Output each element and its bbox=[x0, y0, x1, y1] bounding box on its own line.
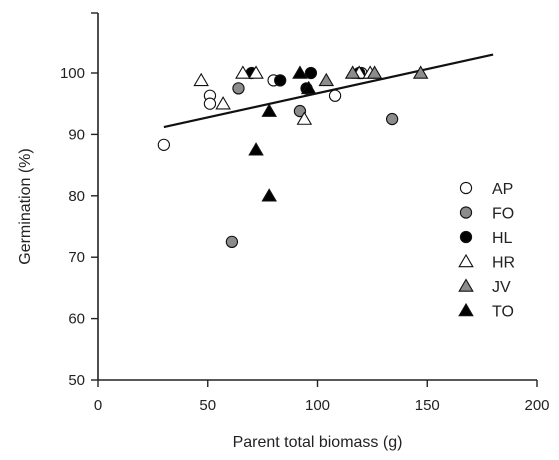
legend-label-ap: AP bbox=[492, 181, 513, 198]
data-points bbox=[157, 65, 429, 248]
data-point-ap bbox=[203, 97, 217, 110]
legend-label-hr: HR bbox=[492, 255, 515, 272]
x-tick-label: 0 bbox=[94, 397, 102, 414]
data-point-hr bbox=[193, 72, 209, 87]
axes: 50 60 70 80 90 100 0 50 100 150 200 bbox=[60, 12, 550, 414]
y-tick-label: 80 bbox=[68, 188, 85, 205]
legend-marker-jv bbox=[458, 278, 474, 292]
data-point-jv bbox=[318, 72, 335, 87]
data-point-fo bbox=[232, 82, 245, 95]
x-tick-label: 200 bbox=[524, 397, 549, 414]
legend-marker-hl bbox=[459, 230, 473, 244]
legend-label-jv: JV bbox=[492, 279, 511, 296]
trendline-group bbox=[163, 53, 494, 129]
data-point-to bbox=[261, 188, 277, 202]
data-point-hl bbox=[274, 74, 287, 87]
data-point-to bbox=[292, 65, 308, 79]
data-point-hr bbox=[215, 96, 231, 110]
data-point-to bbox=[300, 80, 317, 95]
legend: AP FO HL HR JV TO bbox=[458, 181, 515, 321]
y-axis-label: Germination (%) bbox=[17, 148, 34, 264]
data-point-ap bbox=[328, 89, 342, 102]
data-point-hr bbox=[235, 65, 251, 79]
data-point-fo bbox=[385, 112, 399, 126]
data-point-jv bbox=[412, 65, 429, 79]
legend-label-hl: HL bbox=[492, 230, 513, 247]
legend-marker-fo bbox=[459, 206, 473, 219]
data-point-fo bbox=[293, 104, 307, 118]
legend-label-to: TO bbox=[492, 304, 514, 321]
legend-marker-to bbox=[458, 302, 474, 317]
y-tick-label: 90 bbox=[68, 126, 85, 143]
data-point-jv bbox=[344, 65, 361, 79]
data-point-to bbox=[261, 103, 277, 117]
data-point-fo bbox=[225, 235, 239, 248]
legend-marker-ap bbox=[459, 181, 473, 195]
data-point-to bbox=[248, 142, 264, 156]
x-axis-label: Parent total biomass (g) bbox=[233, 434, 403, 451]
x-tick-label: 150 bbox=[415, 397, 440, 414]
y-tick-label: 100 bbox=[60, 65, 85, 82]
data-point-ap bbox=[157, 138, 170, 151]
y-tick-label: 70 bbox=[68, 249, 85, 266]
legend-marker-hr bbox=[458, 253, 474, 268]
trendline bbox=[163, 53, 494, 129]
data-point-hl bbox=[304, 66, 318, 80]
x-tick-label: 100 bbox=[305, 397, 330, 414]
y-tick-label: 50 bbox=[68, 372, 85, 389]
data-point-jv bbox=[366, 65, 383, 79]
legend-label-fo: FO bbox=[492, 206, 514, 223]
x-tick-label: 50 bbox=[199, 397, 216, 414]
y-tick-label: 60 bbox=[68, 311, 85, 328]
data-point-hr bbox=[296, 111, 313, 125]
data-point-hr bbox=[248, 65, 264, 79]
